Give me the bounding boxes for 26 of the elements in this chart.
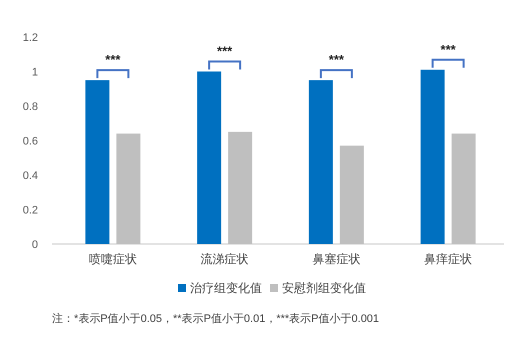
annotation: ***	[105, 52, 122, 68]
legend-label: 安慰剂组变化值	[282, 281, 366, 296]
y-tick-label: 1.2	[22, 32, 38, 44]
annotation: ***	[328, 52, 345, 68]
y-tick-label: 0.6	[22, 135, 38, 148]
bar	[340, 146, 364, 244]
x-tick-label: 喷嚏症状	[88, 252, 137, 266]
x-tick-label: 鼻塞症状	[312, 252, 360, 266]
x-tick-label: 鼻痒症状	[424, 252, 472, 266]
bar	[85, 80, 110, 244]
bar	[308, 80, 333, 244]
x-tick-label: 流涕症状	[200, 252, 249, 266]
bar	[452, 134, 476, 244]
y-tick-label: 0	[32, 238, 38, 251]
bar	[228, 132, 252, 244]
bar	[116, 134, 140, 244]
y-tick-label: 0.4	[22, 170, 38, 182]
annotation: ***	[217, 44, 234, 58]
bar	[420, 70, 445, 244]
y-tick-label: 1	[32, 66, 38, 78]
bar	[197, 72, 222, 244]
y-tick-label: 0.8	[22, 100, 38, 113]
annotation: ***	[440, 42, 457, 57]
legend-label: 治疗组变化值	[190, 281, 262, 296]
y-tick-label: 0.2	[22, 204, 38, 216]
text: 注：*表示P值小于0.05，**表示P值小于0.01，***表示P值小于0.001	[52, 312, 380, 325]
